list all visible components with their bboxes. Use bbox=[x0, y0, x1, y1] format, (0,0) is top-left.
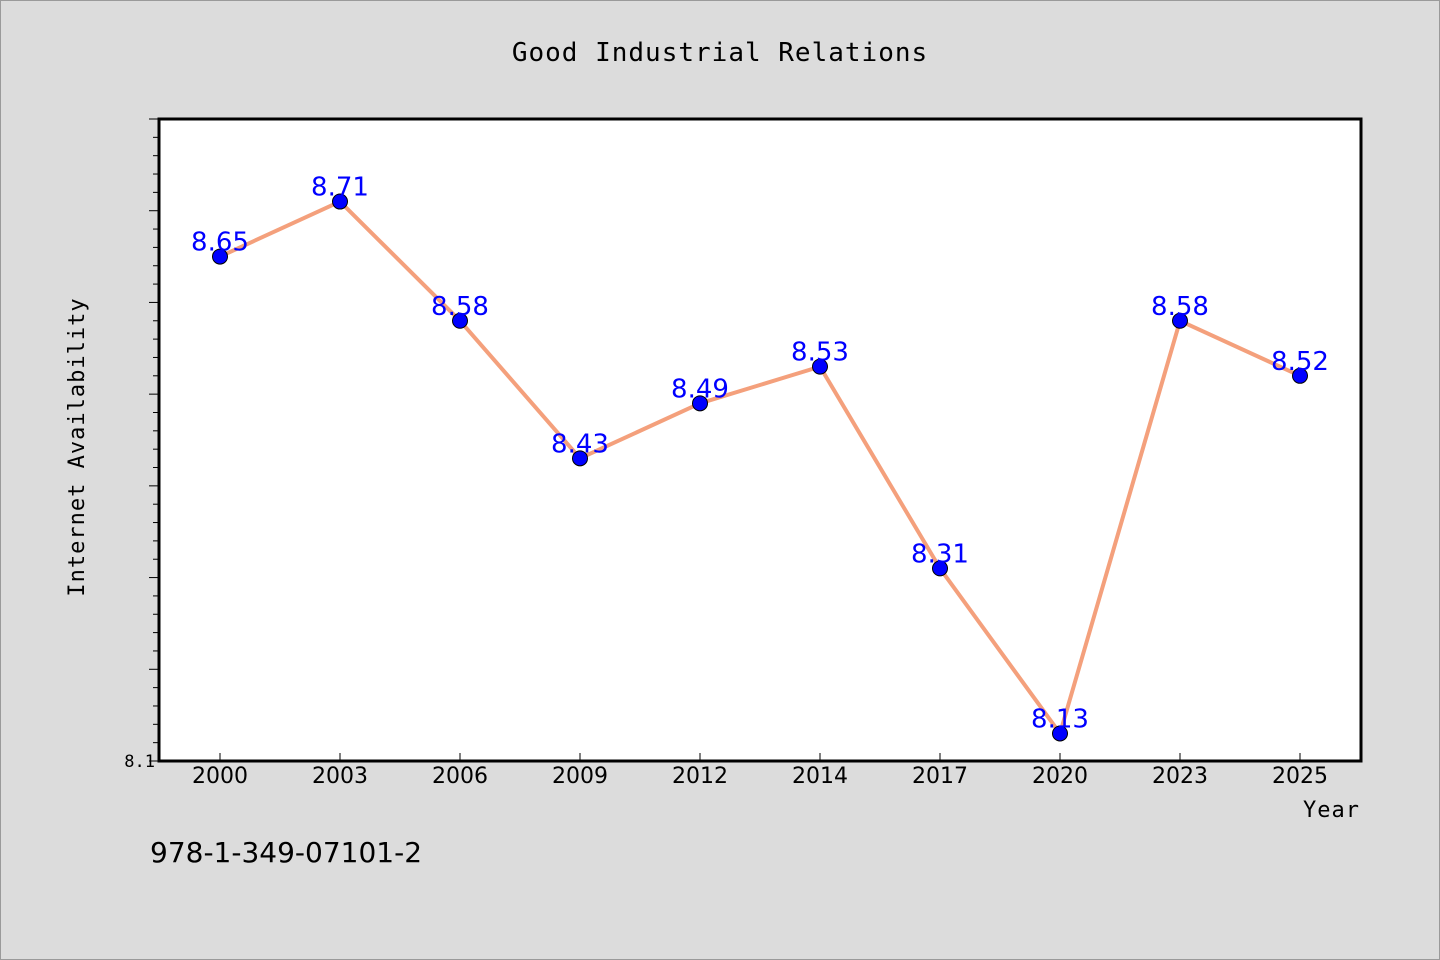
x-tick-label: 2012 bbox=[672, 764, 728, 789]
data-point bbox=[1292, 367, 1308, 384]
x-tick-label: 2006 bbox=[432, 764, 488, 789]
data-point bbox=[572, 450, 588, 467]
data-label: 8.71 bbox=[311, 173, 369, 203]
data-label: 8.31 bbox=[911, 539, 969, 569]
x-axis-ticks: 2000 2003 2006 2009 2012 2014 2017 2020 2023 2025 bbox=[192, 753, 1328, 789]
data-point bbox=[1172, 312, 1188, 329]
data-point bbox=[692, 395, 708, 412]
data-point bbox=[332, 193, 348, 210]
data-label: 8.13 bbox=[1031, 704, 1089, 734]
x-tick-label: 2000 bbox=[192, 764, 248, 789]
y-tick-label: 8.1 bbox=[124, 752, 155, 772]
data-label: 8.49 bbox=[671, 374, 729, 404]
x-tick-label: 2009 bbox=[552, 764, 608, 789]
x-tick-label: 2020 bbox=[1032, 764, 1088, 789]
data-point bbox=[1052, 725, 1068, 742]
data-label: 8.43 bbox=[551, 429, 609, 459]
y-axis-label: Internet Availability bbox=[65, 297, 90, 596]
x-tick-label: 2025 bbox=[1272, 764, 1328, 789]
x-tick-label: 2003 bbox=[312, 764, 368, 789]
data-labels-group: 8.65 8.71 8.58 8.43 8.49 8.53 8.31 8.13 8.58 8.52 bbox=[191, 173, 1329, 735]
data-label: 8.58 bbox=[431, 292, 489, 322]
x-tick-label: 2017 bbox=[912, 764, 968, 789]
isbn-text: 978-1-349-07101-2 bbox=[150, 836, 422, 869]
data-point bbox=[452, 312, 468, 329]
series-group bbox=[212, 193, 1308, 742]
plot-area bbox=[157, 117, 1363, 763]
data-label: 8.65 bbox=[191, 228, 249, 258]
y-axis-ticks: 8.1 bbox=[124, 118, 159, 772]
x-tick-label: 2014 bbox=[792, 764, 848, 789]
x-axis-label: Year bbox=[1303, 798, 1360, 823]
chart-title: Good Industrial Relations bbox=[512, 38, 928, 68]
data-point bbox=[812, 358, 828, 375]
series-line bbox=[219, 199, 1301, 736]
data-label: 8.52 bbox=[1271, 347, 1329, 377]
data-label: 8.53 bbox=[791, 338, 849, 368]
x-tick-label: 2023 bbox=[1152, 764, 1208, 789]
data-point bbox=[212, 248, 228, 265]
data-label: 8.58 bbox=[1151, 292, 1209, 322]
data-point bbox=[932, 560, 948, 577]
